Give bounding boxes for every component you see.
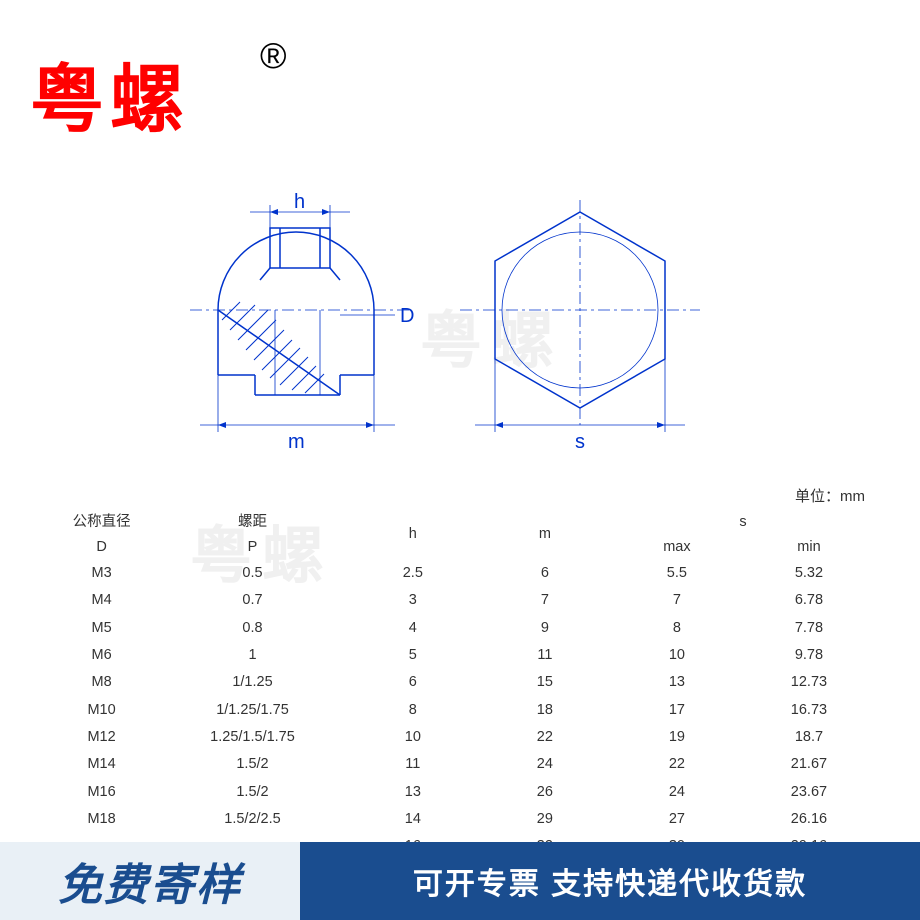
table-row: M30.52.565.55.32 xyxy=(45,560,875,587)
th-P-title: 螺距 xyxy=(158,510,347,535)
cell-h: 6 xyxy=(347,669,479,696)
promo-banner: 免费寄样 可开专票 支持快递代收货款 xyxy=(0,842,920,920)
technical-diagram: h m D s xyxy=(200,200,760,460)
cell-m: 26 xyxy=(479,778,611,805)
cell-m: 15 xyxy=(479,669,611,696)
table-row: M101/1.25/1.758181716.73 xyxy=(45,696,875,723)
banner-left-text: 免费寄样 xyxy=(0,842,300,920)
cell-P: 1.5/2 xyxy=(158,751,347,778)
cell-m: 7 xyxy=(479,587,611,614)
brand-logo: 粤螺 xyxy=(30,40,190,147)
cell-D: M10 xyxy=(45,696,158,723)
table-row: M81/1.256151312.73 xyxy=(45,669,875,696)
cell-s_max: 17 xyxy=(611,696,743,723)
cell-P: 1/1.25 xyxy=(158,669,347,696)
cell-s_max: 24 xyxy=(611,778,743,805)
table-row: M161.5/213262423.67 xyxy=(45,778,875,805)
registered-mark: ® xyxy=(260,35,287,77)
cell-D: M6 xyxy=(45,642,158,669)
th-D-title: 公称直径 xyxy=(45,510,158,535)
cell-h: 5 xyxy=(347,642,479,669)
cell-m: 18 xyxy=(479,696,611,723)
cell-h: 13 xyxy=(347,778,479,805)
cell-D: M12 xyxy=(45,723,158,750)
cell-P: 1.5/2/2.5 xyxy=(158,805,347,832)
cell-s_max: 27 xyxy=(611,805,743,832)
cell-m: 11 xyxy=(479,642,611,669)
cell-h: 11 xyxy=(347,751,479,778)
cell-P: 0.7 xyxy=(158,587,347,614)
cell-P: 1/1.25/1.75 xyxy=(158,696,347,723)
cell-P: 1.25/1.5/1.75 xyxy=(158,723,347,750)
cell-D: M16 xyxy=(45,778,158,805)
cell-s_min: 18.7 xyxy=(743,723,875,750)
dim-label-h: h xyxy=(294,191,305,213)
spec-table: 公称直径 螺距 h m s D P max min M30.52.565.55.… xyxy=(45,510,875,860)
dim-label-m: m xyxy=(288,431,305,453)
th-h: h xyxy=(347,510,479,560)
cell-h: 4 xyxy=(347,614,479,641)
cell-s_max: 22 xyxy=(611,751,743,778)
cell-s_max: 8 xyxy=(611,614,743,641)
cell-s_min: 21.67 xyxy=(743,751,875,778)
cell-P: 1 xyxy=(158,642,347,669)
cell-s_max: 13 xyxy=(611,669,743,696)
cell-h: 3 xyxy=(347,587,479,614)
cell-s_min: 23.67 xyxy=(743,778,875,805)
cell-s_min: 6.78 xyxy=(743,587,875,614)
cell-h: 10 xyxy=(347,723,479,750)
cell-m: 9 xyxy=(479,614,611,641)
banner-right-text: 可开专票 支持快递代收货款 xyxy=(300,842,920,920)
cell-h: 14 xyxy=(347,805,479,832)
th-m: m xyxy=(479,510,611,560)
th-smin: min xyxy=(743,535,875,560)
cell-m: 6 xyxy=(479,560,611,587)
cell-P: 0.5 xyxy=(158,560,347,587)
cell-P: 1.5/2 xyxy=(158,778,347,805)
table-row: M40.73776.78 xyxy=(45,587,875,614)
dim-label-D: D xyxy=(400,305,414,327)
dim-label-s: s xyxy=(575,431,585,453)
cell-s_min: 26.16 xyxy=(743,805,875,832)
cell-s_max: 10 xyxy=(611,642,743,669)
table-row: M121.25/1.5/1.7510221918.7 xyxy=(45,723,875,750)
cell-D: M5 xyxy=(45,614,158,641)
table-row: M61511109.78 xyxy=(45,642,875,669)
table-row: M141.5/211242221.67 xyxy=(45,751,875,778)
cell-D: M3 xyxy=(45,560,158,587)
th-s: s xyxy=(611,510,875,535)
cell-s_min: 9.78 xyxy=(743,642,875,669)
cell-h: 2.5 xyxy=(347,560,479,587)
table-row: M50.84987.78 xyxy=(45,614,875,641)
cell-D: M18 xyxy=(45,805,158,832)
cell-D: M14 xyxy=(45,751,158,778)
cell-P: 0.8 xyxy=(158,614,347,641)
cell-s_min: 12.73 xyxy=(743,669,875,696)
th-D: D xyxy=(45,535,158,560)
cell-D: M8 xyxy=(45,669,158,696)
cell-s_max: 5.5 xyxy=(611,560,743,587)
cell-h: 8 xyxy=(347,696,479,723)
cell-s_max: 7 xyxy=(611,587,743,614)
cell-m: 22 xyxy=(479,723,611,750)
cell-s_min: 7.78 xyxy=(743,614,875,641)
cell-D: M4 xyxy=(45,587,158,614)
cell-s_min: 16.73 xyxy=(743,696,875,723)
cell-m: 24 xyxy=(479,751,611,778)
th-smax: max xyxy=(611,535,743,560)
cell-s_min: 5.32 xyxy=(743,560,875,587)
table-row: M181.5/2/2.514292726.16 xyxy=(45,805,875,832)
cell-s_max: 19 xyxy=(611,723,743,750)
cell-m: 29 xyxy=(479,805,611,832)
unit-label: 单位：mm xyxy=(795,485,865,506)
th-P: P xyxy=(158,535,347,560)
